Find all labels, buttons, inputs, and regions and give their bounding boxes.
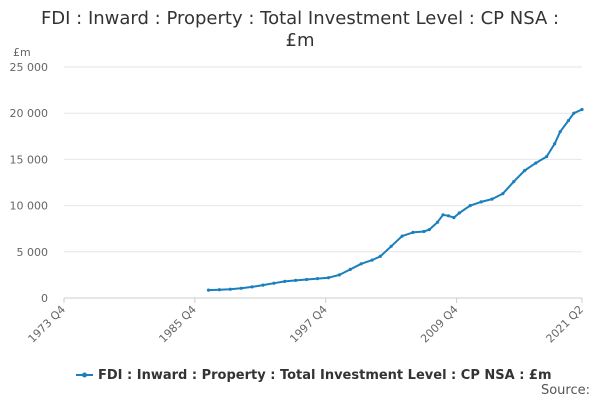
y-tick-label: 5 000 <box>17 246 49 259</box>
data-point <box>389 244 393 248</box>
series-line <box>208 108 583 292</box>
data-point <box>228 287 232 291</box>
data-point <box>370 258 374 262</box>
legend-dot-marker <box>82 372 87 378</box>
data-point <box>315 277 320 281</box>
data-series <box>206 107 584 292</box>
data-point <box>452 216 456 220</box>
data-point <box>468 204 472 208</box>
data-point <box>239 286 243 290</box>
data-point <box>457 211 461 215</box>
data-point <box>553 142 557 146</box>
y-tick-label: 25 000 <box>10 61 49 74</box>
data-point <box>512 180 516 184</box>
data-point <box>348 267 352 271</box>
data-point <box>294 278 298 282</box>
data-point <box>411 230 415 234</box>
source-label: Source: <box>541 383 590 398</box>
data-point <box>490 197 494 201</box>
data-point <box>206 288 211 292</box>
x-tick-label: 1973 Q4 <box>26 303 69 346</box>
data-point <box>534 161 538 165</box>
x-tick-label: 1985 Q4 <box>156 303 199 346</box>
data-point <box>446 214 450 218</box>
x-tick-label: 1997 Q4 <box>287 303 330 346</box>
legend[interactable]: FDI : Inward : Property : Total Investme… <box>76 368 552 383</box>
data-point <box>558 130 562 134</box>
legend-series-label: FDI : Inward : Property : Total Investme… <box>98 368 552 383</box>
data-point <box>305 277 309 282</box>
data-point <box>359 262 363 266</box>
data-point <box>283 279 287 283</box>
data-point <box>272 281 276 285</box>
data-point <box>545 155 549 159</box>
x-tick-label: 2009 Q4 <box>418 303 461 346</box>
data-point <box>580 107 584 112</box>
y-tick-label: 0 <box>41 292 48 305</box>
data-point <box>217 288 221 292</box>
data-point <box>326 276 331 280</box>
data-point <box>572 111 576 115</box>
data-point <box>378 254 382 258</box>
data-point <box>400 234 404 238</box>
y-tick-label: 10 000 <box>10 200 49 213</box>
y-axis-unit-label: £m <box>13 46 31 59</box>
data-point <box>479 200 483 204</box>
data-point <box>566 119 571 123</box>
data-point <box>427 228 431 232</box>
y-tick-label: 20 000 <box>10 107 49 120</box>
chart-title-line-2: £m <box>286 30 315 51</box>
y-tick-label: 15 000 <box>10 153 49 166</box>
y-axis-tick-labels: 0 5 000 10 000 15 000 20 000 25 000 <box>10 61 49 305</box>
data-point <box>261 283 265 287</box>
x-axis: 1973 Q4 1985 Q4 1997 Q4 2009 Q4 2021 Q2 <box>26 297 587 346</box>
data-point <box>501 192 505 196</box>
data-point <box>250 285 254 289</box>
gridlines <box>64 66 582 253</box>
data-point <box>422 229 426 234</box>
data-point <box>441 213 445 217</box>
data-point <box>435 220 440 224</box>
data-point <box>523 168 527 173</box>
data-point <box>337 273 341 277</box>
x-tick-label: 2021 Q2 <box>544 303 587 346</box>
chart-title-line-1: FDI : Inward : Property : Total Investme… <box>41 8 559 29</box>
